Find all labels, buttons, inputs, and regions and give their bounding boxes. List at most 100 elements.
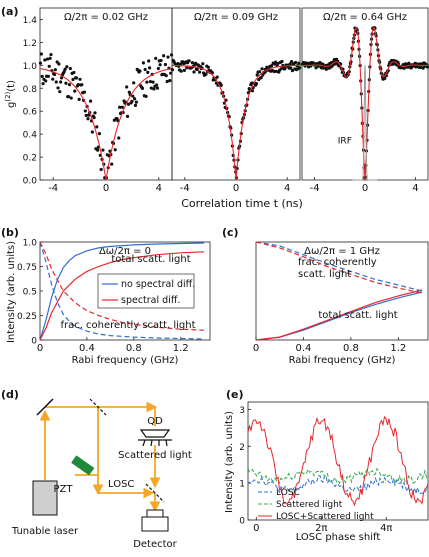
data-point-a1 <box>159 58 163 63</box>
data-point-a1 <box>47 64 51 68</box>
data-point-a2 <box>294 60 298 65</box>
data-point-a1 <box>80 83 84 87</box>
data-point-a1 <box>76 83 80 87</box>
data-point-a2 <box>276 61 280 66</box>
label-pzt: PZT <box>54 484 74 495</box>
data-point-a1 <box>125 85 129 89</box>
data-point-a1 <box>78 77 82 81</box>
label-losc: LOSC <box>108 479 134 490</box>
data-point-a1 <box>89 99 93 103</box>
data-point-a1 <box>90 130 94 134</box>
label-scattered: Scattered light <box>118 450 192 461</box>
chart-b: 0 0.4 0.8 1.2 0 0.25 0.5 0.75 1.0 Δω/2π = 0 Rabi f… <box>6 239 211 366</box>
mirror-left <box>36 398 54 416</box>
plots-layer: -4 0 4 0.0 0.2 0.4 0.6 0.8 1.0 1.2 1.4 Ω/2π = 0.02 … <box>4 7 429 543</box>
data-point-a1 <box>158 63 162 67</box>
label-qd: QD <box>147 416 163 427</box>
data-point-a1 <box>169 71 173 75</box>
data-point-a1 <box>48 56 52 60</box>
label-detector: Detector <box>133 539 177 550</box>
chart-a1: -4 0 4 0.0 0.2 0.4 0.6 0.8 1.0 1.2 1.4 Ω/2π = 0.02 … <box>4 7 174 194</box>
y-tick-label-e: 2 <box>239 443 245 453</box>
data-point-a1 <box>169 53 174 57</box>
data-point-a1 <box>113 148 117 152</box>
x-tick-label-e: 2π <box>315 523 327 534</box>
x-tick-label-a1: 4 <box>156 183 162 194</box>
y-tick-label-b: 0.75 <box>17 263 37 273</box>
annotation-b-total: total scatt. light <box>111 254 190 265</box>
data-point-a1 <box>133 97 137 101</box>
data-point-a1 <box>59 76 64 80</box>
data-point-a1 <box>54 80 58 84</box>
data-point-a2 <box>215 75 219 79</box>
x-tick-label-e: 4π <box>380 523 392 534</box>
data-point-a2 <box>194 61 198 65</box>
chart-title-b: Δω/2π = 0 <box>99 246 151 257</box>
fit-line-a1 <box>40 68 172 181</box>
y-tick-label-b: 0.25 <box>17 312 37 322</box>
y-tick-label-a1: 1.4 <box>23 16 38 26</box>
chart-title-c: Δω/2π = 1 GHz <box>304 246 380 257</box>
data-point-a2 <box>182 68 186 72</box>
panel-label-b: (b) <box>1 226 19 239</box>
legend-e: LOSC Scattered light LOSC+Scattered light <box>258 488 374 522</box>
data-point-a2 <box>279 67 283 71</box>
annotation-c-coherent-1: frac. coherently <box>298 257 377 268</box>
data-point-a2 <box>260 67 264 71</box>
data-point-a1 <box>126 102 131 106</box>
data-point-a1 <box>51 77 55 81</box>
data-point-a2 <box>198 70 202 74</box>
data-point-a2 <box>170 68 174 72</box>
qd-icon <box>138 429 172 447</box>
data-point-a2 <box>298 66 302 70</box>
data-point-a2 <box>255 73 259 77</box>
data-point-a1 <box>145 80 149 84</box>
data-point-a1 <box>110 162 114 166</box>
legend-label-e-0: LOSC <box>276 488 300 498</box>
data-point-a1 <box>163 62 167 67</box>
data-point-a1 <box>49 52 53 57</box>
data-point-a1 <box>58 90 62 94</box>
legend-label-e-2: LOSC+Scattered light <box>276 512 374 522</box>
data-point-a1 <box>151 80 155 84</box>
plot-frame-a2 <box>171 7 301 181</box>
data-point-a2 <box>283 66 287 70</box>
data-point-a3 <box>426 65 429 69</box>
panel-label-c: (c) <box>222 226 239 239</box>
series-line-b-0 <box>39 242 205 341</box>
chart-a3: -4 0 4 Ω/2π = 0.64 GHz IRF <box>300 7 429 194</box>
x-tick-label-c: 0.4 <box>295 343 311 354</box>
data-point-a1 <box>44 79 48 83</box>
data-point-a2 <box>179 69 183 73</box>
series-line-e-1 <box>247 467 429 485</box>
data-point-a1 <box>64 81 68 85</box>
data-point-a2 <box>297 61 301 65</box>
data-point-a1 <box>149 86 153 90</box>
x-tick-label-c: 0 <box>253 343 259 354</box>
data-point-a1 <box>166 55 170 59</box>
data-point-a1 <box>141 61 145 65</box>
data-point-a1 <box>59 80 63 84</box>
data-point-a3 <box>314 66 318 70</box>
y-axis-label-b: Intensity (arb. units) <box>6 241 17 343</box>
series-line-b-1 <box>39 241 205 340</box>
data-point-a2 <box>280 59 284 64</box>
data-point-a1 <box>63 67 67 71</box>
data-point-a2 <box>187 59 191 63</box>
data-point-a1 <box>125 114 130 118</box>
data-point-a2 <box>176 62 180 66</box>
data-point-a2 <box>272 69 276 74</box>
chart-a2: -4 0 4 Ω/2π = 0.09 GHz <box>170 7 302 194</box>
data-point-a1 <box>154 56 158 60</box>
data-point-a2 <box>250 89 254 93</box>
chart-title-a2: Ω/2π = 0.09 GHz <box>194 12 278 23</box>
setup-diagram: QD Scattered light PZT LOSC Tunable lase… <box>11 398 192 550</box>
irf-curve <box>352 65 378 181</box>
x-axis-label-c: Rabi frequency (GHz) <box>289 355 396 366</box>
series-line-c-2 <box>255 241 423 292</box>
data-point-a1 <box>52 72 57 77</box>
data-point-a1 <box>99 167 103 172</box>
data-point-a2 <box>289 66 293 70</box>
legend-b: no spectral diff. spectral diff. <box>97 273 195 309</box>
